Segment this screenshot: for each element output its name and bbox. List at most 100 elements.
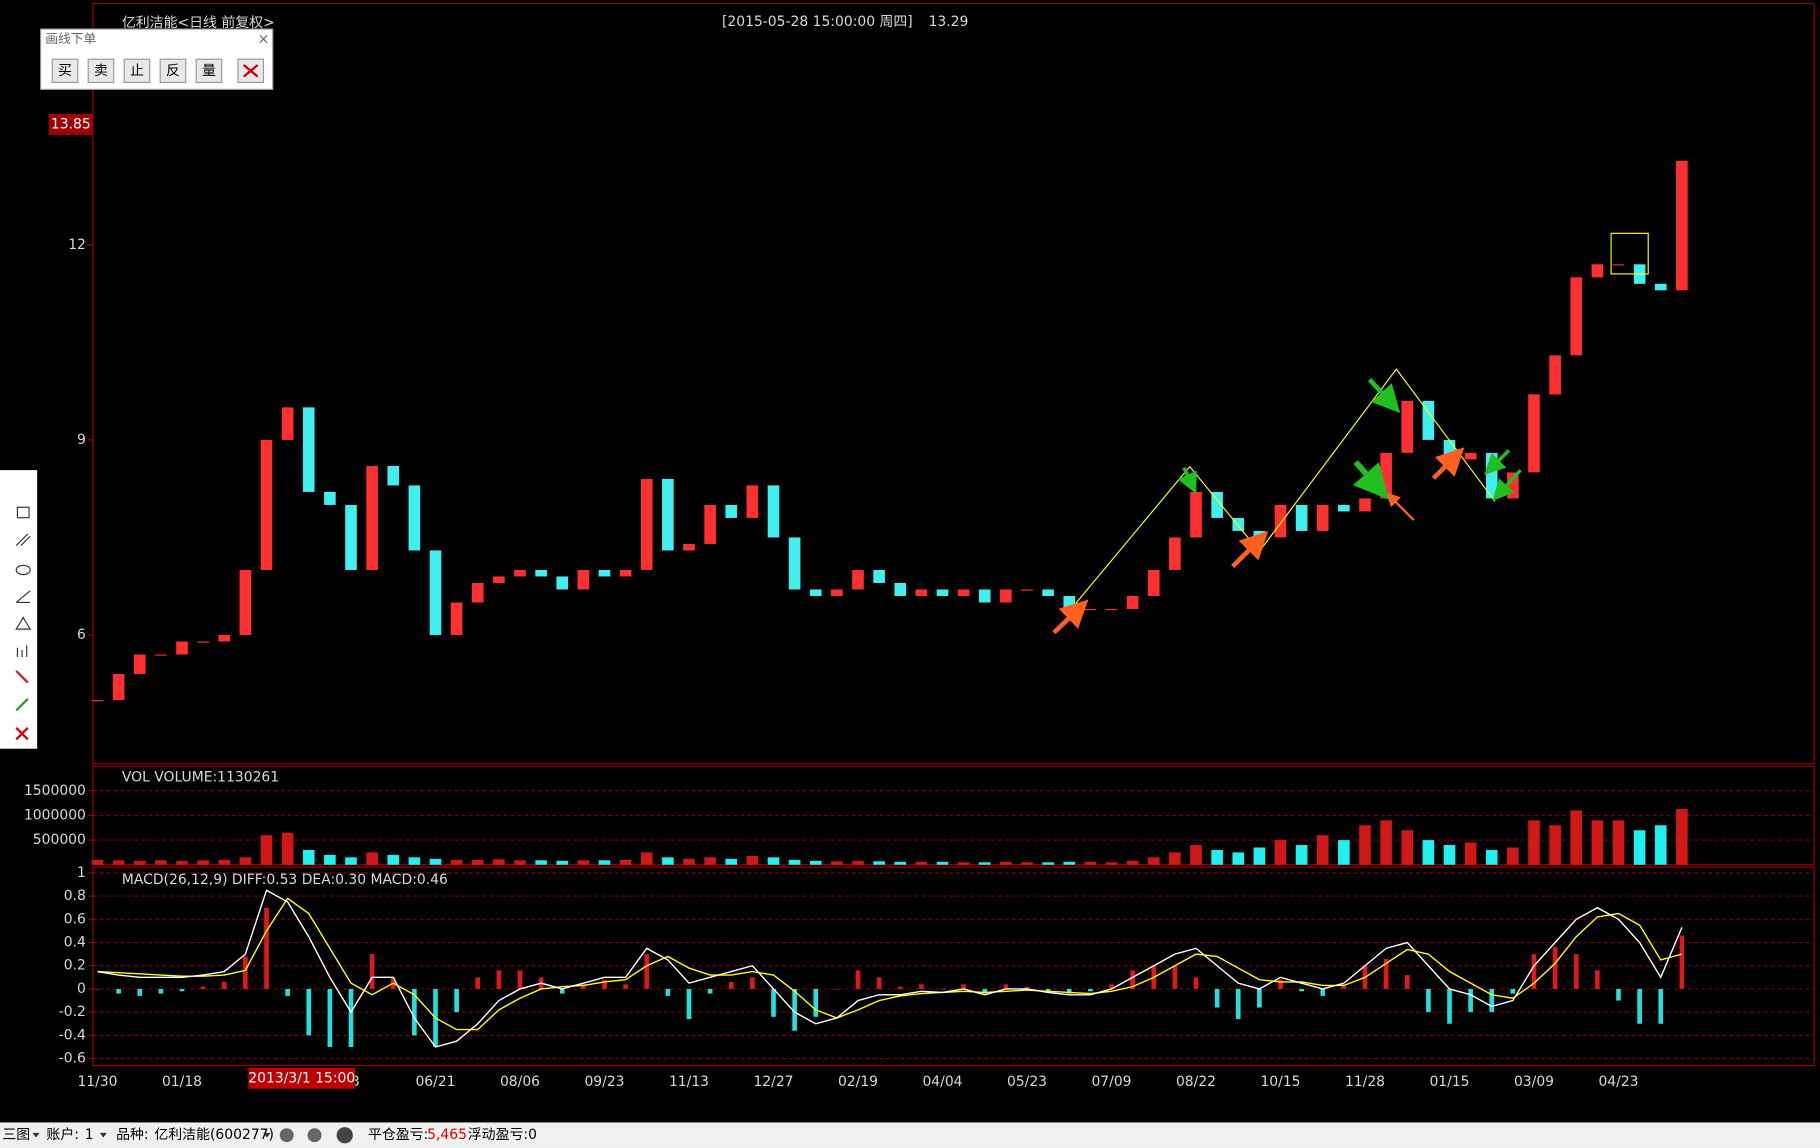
buy-arrow [1052,599,1089,635]
close-button[interactable]: × [258,31,270,47]
symbol-select[interactable]: 亿利洁能(600277) [154,1127,274,1143]
macd-bar [686,988,692,1020]
x-tick-label: 11/13 [669,1074,709,1090]
macd-bar [158,988,164,994]
volume-bar [873,861,885,865]
x-tick-label: 08/22 [1176,1074,1216,1090]
tool-red-arrow[interactable] [15,670,29,684]
y-tick-label: 12 [68,237,86,253]
sell-arrow [1484,449,1511,476]
volume-bar [260,835,273,865]
account-select[interactable]: 1 [85,1127,94,1143]
macd-bar [1130,970,1135,989]
drawing-toolbox [0,470,38,749]
volume-bar [725,858,738,865]
tool-ellipse[interactable] [15,564,31,576]
candle [471,582,484,603]
volume-bar [640,852,653,865]
macd-bar [876,977,882,989]
candle [387,465,400,486]
macd-bar [1383,958,1389,989]
macd-bar [940,988,945,990]
macd-bar [1404,975,1410,989]
volume-bar [514,860,526,865]
y-tick-label: 1000000 [24,807,86,823]
candle [767,485,780,538]
candle [366,465,378,570]
macd-bar [1552,947,1558,989]
volume-bar [133,860,146,865]
candle [1464,452,1477,460]
volume-bar [831,861,843,865]
order-button[interactable] [123,58,151,84]
macd-bar [834,988,840,990]
zoom-in[interactable] [307,1128,322,1143]
order-panel-title: 画线下单 [45,32,96,47]
macd-bar [1658,988,1664,1024]
tool-green-arrow[interactable] [15,697,29,712]
x-tick-label: 05/23 [1007,1074,1047,1090]
y-tick-label: -0.6 [59,1051,86,1067]
candle [852,569,864,590]
macd-bar [306,988,312,1036]
symbol-label: 品种: [116,1127,149,1143]
tool-rect[interactable] [16,506,30,519]
order-buttons: 买卖止反量 [51,58,223,84]
tool-parallel[interactable] [15,533,31,546]
candle [831,589,843,596]
macd-bar [221,981,227,989]
candle [683,543,695,551]
box-drawing [1610,232,1649,275]
volume-bar [1380,820,1392,865]
volume-bar [155,860,167,865]
macd-bar [1109,984,1114,989]
macd-bar [454,988,459,1013]
volume-bar [1633,830,1646,865]
price-panel-border [92,2,1815,765]
candle [1295,504,1308,531]
candle [640,478,653,570]
volume-bar [176,860,188,865]
tool-delete[interactable] [15,726,29,741]
macd-bar [750,977,755,989]
view-select[interactable]: 三图 [2,1127,30,1143]
volume-bar [1042,862,1054,865]
candle [1338,504,1350,512]
candle [957,589,970,596]
volume-bar [1422,840,1435,865]
order-button[interactable] [87,58,115,84]
volume-bar [535,860,547,865]
volume-bar [112,860,125,865]
macd-bar [1172,965,1178,989]
candle [1359,498,1371,512]
candle [514,569,526,577]
x-tick-label: 08/06 [500,1074,540,1090]
volume-bar [1591,820,1604,865]
candle [556,576,569,590]
macd-bar [919,984,924,989]
candle [1274,504,1287,538]
tool-triangle[interactable] [15,616,32,630]
crosshair-label: 2013/3/1 15:00 [248,1070,355,1086]
macd-bar [1510,988,1516,994]
tool-bars[interactable] [16,645,28,657]
chart-title: 亿利洁能<日线 前复权> [122,14,275,31]
candle [281,407,294,440]
order-button[interactable] [51,58,79,84]
macd-bar [1616,988,1621,1001]
macd-bar [961,984,966,989]
volume-bar [91,859,104,865]
candle [1147,569,1160,596]
order-button[interactable] [159,58,187,84]
macd-bar [475,977,481,989]
candle [619,569,632,577]
order-button[interactable] [195,58,223,84]
view-icon[interactable] [336,1127,353,1144]
candle [662,478,674,551]
candle [894,582,907,596]
crosshair-box [248,1067,356,1089]
tool-angle[interactable] [15,590,31,604]
macd-bar [707,988,713,994]
zoom-out[interactable] [279,1128,294,1143]
candle [936,589,949,596]
